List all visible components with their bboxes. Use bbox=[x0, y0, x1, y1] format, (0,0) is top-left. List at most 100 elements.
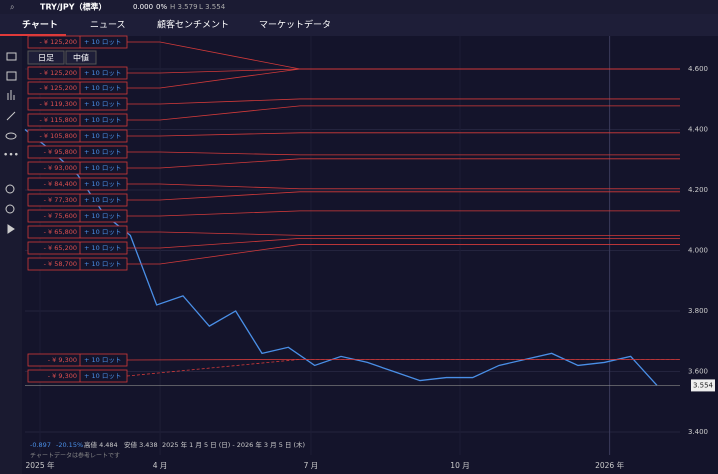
position-lot: + 10 ロット bbox=[84, 116, 121, 124]
position-box bbox=[27, 129, 128, 143]
y-tick-label: 3.400 bbox=[688, 428, 708, 436]
position-lot: + 10 ロット bbox=[84, 212, 121, 220]
position-loss: - ¥ 95,800 bbox=[44, 148, 77, 156]
info-range: 2025 年 1 月 5 日 (日) - 2026 年 3 月 5 日 (木) bbox=[162, 440, 305, 449]
position-connector bbox=[127, 68, 680, 89]
position-box bbox=[27, 81, 128, 95]
position-lot: + 10 ロット bbox=[84, 148, 121, 156]
position-connector bbox=[127, 244, 680, 265]
position-loss: - ¥ 77,300 bbox=[44, 196, 77, 204]
info-note: チャートデータは参考レートです bbox=[30, 452, 120, 460]
x-tick-label: 10 月 bbox=[450, 461, 469, 470]
position-connector bbox=[127, 183, 680, 190]
position-loss: - ¥ 84,400 bbox=[44, 180, 77, 188]
position-connector bbox=[127, 237, 680, 249]
info-high: 高値 4.484 bbox=[84, 440, 118, 449]
position-box bbox=[27, 225, 128, 239]
position-lot: + 10 ロット bbox=[84, 196, 121, 204]
price-type-button[interactable] bbox=[65, 50, 97, 65]
change: 0.000 bbox=[133, 3, 153, 11]
position-loss: - ¥ 65,800 bbox=[44, 228, 77, 236]
y-tick-label: 4.000 bbox=[688, 246, 708, 254]
position-connector bbox=[127, 68, 680, 74]
low: L 3.554 bbox=[199, 3, 226, 11]
y-tick-label: 4.600 bbox=[688, 65, 708, 73]
left-toolbar bbox=[0, 36, 22, 474]
position-loss: - ¥ 75,600 bbox=[44, 212, 77, 220]
position-connector bbox=[127, 210, 680, 217]
info-change-pct: -20.15% bbox=[56, 441, 83, 449]
position-lot: + 10 ロット bbox=[84, 84, 121, 92]
interval-label[interactable]: 日足 bbox=[38, 54, 54, 63]
position-connector bbox=[127, 105, 680, 121]
position-box bbox=[27, 97, 128, 111]
position-box bbox=[27, 369, 128, 383]
last-price-box bbox=[691, 379, 715, 392]
position-lot: + 10 ロット bbox=[84, 372, 121, 380]
position-lot: + 10 ロット bbox=[84, 164, 121, 172]
toolbar-icons[interactable] bbox=[5, 52, 17, 234]
position-box bbox=[27, 241, 128, 255]
search-icon[interactable]: ⌕ bbox=[10, 3, 14, 12]
plot-area: 4.600 4.400 4.200 4.000 3.800 3.600 3.400 2025 … bbox=[24, 36, 718, 474]
position-loss: - ¥ 125,200 bbox=[40, 84, 78, 92]
x-tick-label: 4 月 bbox=[153, 461, 168, 470]
position-lot: + 10 ロット bbox=[84, 244, 121, 252]
tab[interactable]: 顧客センチメント bbox=[157, 19, 229, 31]
x-tick-label: 2025 年 bbox=[26, 460, 55, 470]
position-connector bbox=[127, 98, 680, 105]
position-box bbox=[27, 257, 128, 271]
change-pct: 0% bbox=[156, 3, 167, 11]
position-box bbox=[27, 161, 128, 175]
position-loss: - ¥ 125,200 bbox=[40, 69, 78, 77]
position-loss: - ¥ 93,000 bbox=[44, 164, 77, 172]
price-type-label[interactable]: 中値 bbox=[73, 53, 89, 63]
position-loss: - ¥ 105,800 bbox=[40, 132, 78, 140]
position-connector bbox=[127, 41, 680, 70]
position-lot: + 10 ロット bbox=[84, 38, 121, 46]
position-lot: + 10 ロット bbox=[84, 132, 121, 140]
interval-button[interactable] bbox=[27, 50, 65, 65]
position-loss: - ¥ 58,700 bbox=[44, 260, 77, 268]
position-box bbox=[27, 209, 128, 223]
active-tab-indicator bbox=[0, 34, 66, 36]
x-tick-label: 7 月 bbox=[304, 461, 319, 470]
last-price-label: 3.554 bbox=[693, 381, 714, 389]
position-connector bbox=[127, 151, 680, 156]
position-box bbox=[27, 353, 128, 367]
position-loss: - ¥ 119,300 bbox=[40, 100, 78, 108]
position-connector bbox=[127, 158, 680, 169]
position-loss: - ¥ 9,300 bbox=[48, 372, 77, 380]
position-connector bbox=[127, 191, 680, 201]
positions: - ¥ 125,200 + 10 ロット - ¥ 125,200 + 10 ロット - … bbox=[27, 35, 680, 383]
y-tick-label: 3.600 bbox=[688, 368, 708, 376]
position-connector bbox=[126, 359, 680, 377]
info-change: -0.897 bbox=[30, 441, 51, 449]
y-tick-label: 3.800 bbox=[688, 307, 708, 315]
symbol[interactable]: TRY/JPY（標準） bbox=[40, 2, 107, 12]
position-loss: - ¥ 125,200 bbox=[40, 38, 78, 46]
tab-bar bbox=[0, 14, 718, 36]
position-lot: + 10 ロット bbox=[84, 356, 121, 364]
position-box bbox=[27, 35, 128, 49]
position-box bbox=[27, 66, 128, 80]
tab[interactable]: ニュース bbox=[90, 21, 126, 31]
position-loss: - ¥ 115,800 bbox=[40, 116, 78, 124]
more-icon[interactable]: ••• bbox=[3, 151, 19, 161]
position-box bbox=[27, 145, 128, 159]
price-line bbox=[24, 128, 658, 386]
position-lot: + 10 ロット bbox=[84, 228, 121, 236]
x-tick-label: 2026 年 bbox=[595, 460, 624, 470]
tab[interactable]: チャート bbox=[22, 20, 58, 31]
info-low: 安値 3.438 bbox=[124, 440, 158, 449]
position-connector bbox=[127, 132, 680, 137]
y-tick-label: 4.400 bbox=[688, 125, 708, 133]
y-tick-label: 4.200 bbox=[688, 186, 708, 194]
position-lot: + 10 ロット bbox=[84, 180, 121, 188]
position-loss: - ¥ 9,300 bbox=[48, 356, 77, 364]
position-connector bbox=[127, 231, 680, 236]
position-box bbox=[27, 193, 128, 207]
tab[interactable]: マーケットデータ bbox=[259, 19, 331, 31]
